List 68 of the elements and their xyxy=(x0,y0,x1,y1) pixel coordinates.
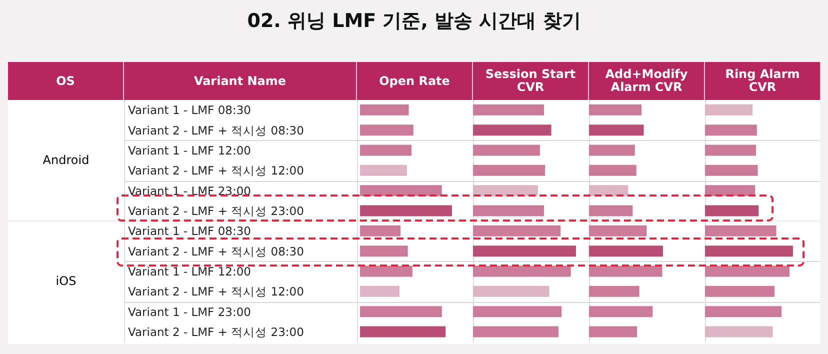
text: iOS xyxy=(54,274,78,288)
bar xyxy=(589,306,653,318)
bar xyxy=(360,246,408,257)
bar xyxy=(360,124,414,136)
bar xyxy=(473,164,546,176)
bar xyxy=(705,144,756,156)
chart-title: 02. 위닝 LMF 기준, 발송 시간대 찾기 xyxy=(246,9,582,34)
bar xyxy=(473,246,576,257)
bar xyxy=(360,306,442,318)
bar xyxy=(473,104,544,116)
bar xyxy=(589,205,633,216)
bar xyxy=(705,205,759,216)
bar xyxy=(705,326,773,338)
bar xyxy=(473,266,571,277)
bar xyxy=(705,164,758,176)
bar xyxy=(360,205,452,216)
bar xyxy=(705,306,782,318)
bar xyxy=(360,326,446,338)
text: OS xyxy=(8,62,124,100)
x-axis-title: Ring Alarm CVR xyxy=(705,62,821,100)
bar xyxy=(360,104,409,116)
y-tick-label: Variant 1 - LMF 12:00 xyxy=(128,264,251,278)
bar xyxy=(473,326,558,338)
bar xyxy=(589,124,644,136)
bar xyxy=(473,124,552,136)
bar xyxy=(705,286,775,297)
y-tick-label: Variant 2 - LMF + 적시성 08:30 xyxy=(128,244,304,258)
x-axis-title: Session Start CVR xyxy=(473,62,589,100)
text: Android xyxy=(42,152,90,166)
bar xyxy=(589,104,642,116)
bar xyxy=(589,286,640,297)
bar xyxy=(589,185,628,196)
x-axis-title: Add+Modify Alarm CVR xyxy=(589,62,705,100)
bar xyxy=(589,164,636,176)
bar xyxy=(589,144,635,156)
bar xyxy=(360,266,412,277)
bar xyxy=(705,185,756,196)
y-tick-label: Variant 1 - LMF 08:30 xyxy=(128,224,251,238)
y-tick-label: Variant 2 - LMF + 적시성 12:00 xyxy=(128,164,304,178)
y-tick-label: Variant 2 - LMF + 적시성 08:30 xyxy=(128,123,304,138)
bar xyxy=(360,225,400,236)
bar xyxy=(589,225,647,236)
y-tick-label: Variant 2 - LMF + 적시성 23:00 xyxy=(128,324,304,339)
bar xyxy=(360,185,442,196)
x-axis-title: Open Rate xyxy=(357,62,473,100)
y-tick-label: Variant 2 - LMF + 적시성 12:00 xyxy=(128,284,304,299)
y-axis-title: Variant Name xyxy=(124,62,357,100)
bar xyxy=(589,266,662,277)
bar xyxy=(473,185,538,196)
bar xyxy=(473,205,544,216)
bar xyxy=(705,246,793,257)
bar xyxy=(589,326,638,338)
bar xyxy=(589,246,663,257)
bar xyxy=(473,286,550,297)
bar xyxy=(360,286,400,297)
y-tick-label: Variant 2 - LMF + 적시성 23:00 xyxy=(128,204,304,218)
bar xyxy=(473,225,561,236)
bar xyxy=(705,266,790,277)
y-tick-label: Variant 1 - LMF 12:00 xyxy=(128,143,251,158)
bar xyxy=(360,144,412,156)
bar xyxy=(705,104,753,116)
bar xyxy=(473,306,562,318)
y-tick-label: Variant 1 - LMF 23:00 xyxy=(128,304,251,319)
bar xyxy=(705,225,776,236)
y-tick-label: Variant 1 - LMF 08:30 xyxy=(128,103,251,118)
bar xyxy=(473,144,540,156)
bar xyxy=(705,124,757,136)
bar xyxy=(360,164,407,176)
